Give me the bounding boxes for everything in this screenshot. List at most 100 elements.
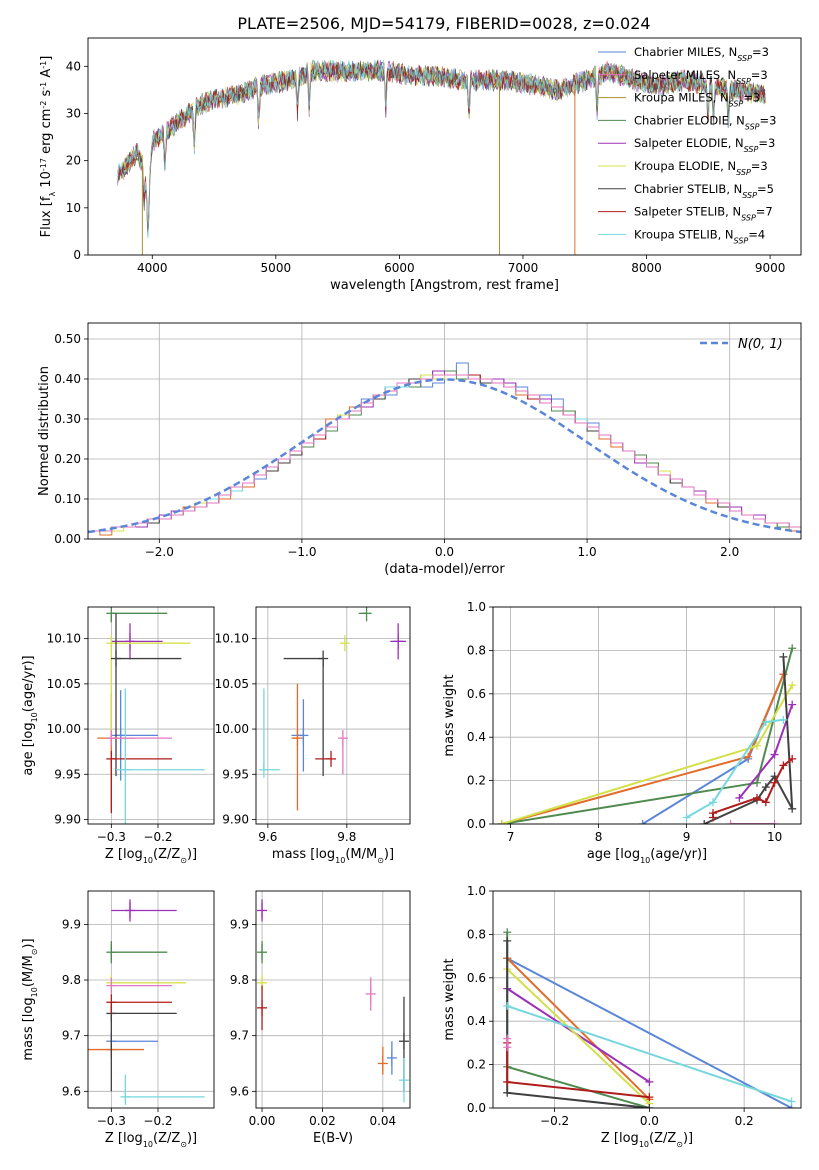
- y-tick-label: 10: [66, 201, 81, 215]
- y-tick-label: 1.0: [467, 600, 486, 614]
- label-part: Chabrier STELIB, N: [634, 182, 742, 196]
- weight-point-marker: [682, 813, 691, 822]
- plot-area: [497, 644, 797, 824]
- weight-series-line: [506, 957, 792, 1108]
- x-axis-label: mass [log10(M/M⊙)]: [272, 847, 394, 865]
- x-tick-label: 6000: [384, 261, 415, 275]
- label-part: log: [620, 847, 640, 862]
- y-tick-label: 0.6: [467, 971, 486, 985]
- y-tick-label: 10.00: [47, 722, 81, 736]
- label-part: SSP: [745, 122, 760, 131]
- label-part: SSP: [737, 54, 752, 63]
- label-part: 10: [30, 987, 39, 997]
- label-part: =3: [751, 68, 768, 82]
- weight-point-marker: [770, 778, 779, 787]
- label-part: A: [39, 69, 54, 82]
- label-part: =3: [751, 159, 768, 173]
- plot-area: [97, 607, 205, 824]
- legend-label: Salpeter ELODIE, NSSP=3: [634, 136, 775, 154]
- plot-area: [117, 59, 766, 255]
- y-tick-label: 9.90: [222, 812, 249, 826]
- y-tick-label: 9.7: [230, 1029, 249, 1043]
- label-part: 10: [39, 171, 54, 192]
- weight-point-marker: [503, 1002, 512, 1011]
- weight-series-line: [506, 1005, 792, 1103]
- y-axis-label: mass weight: [442, 958, 457, 1040]
- axes-frame: [87, 37, 802, 256]
- weight-point-marker: [645, 1077, 654, 1086]
- x-tick-label: 8: [595, 830, 603, 844]
- label-part: =3: [758, 136, 775, 150]
- label-part: age [: [587, 847, 620, 862]
- histogram-series: [88, 374, 801, 532]
- weight-point-marker: [788, 700, 797, 709]
- y-tick-label: 9.8: [62, 973, 81, 987]
- axes-frame: [492, 606, 802, 825]
- x-tick-label: 4000: [137, 261, 168, 275]
- label-part: SSP: [736, 76, 751, 85]
- weight-point-marker: [770, 750, 779, 759]
- label-part: (Z/Z: [153, 1131, 180, 1146]
- panel-mass-vs-EBV: 0.00 0.02 0.04 9.6 9.7 9.8 9.9 E(B-V): [230, 890, 411, 1146]
- x-tick-label: −0.2: [540, 1114, 569, 1128]
- spectrum-line: [117, 59, 766, 229]
- label-part: =4: [748, 227, 765, 241]
- y-tick-label: 9.7: [62, 1029, 81, 1043]
- spectrum-line: [117, 60, 766, 233]
- x-tick-label: 8000: [631, 261, 662, 275]
- plot-area: [503, 928, 796, 1108]
- y-tick-label: 0.8: [467, 643, 486, 657]
- y-tick-label: 10.05: [47, 677, 81, 691]
- weight-series-line: [506, 1042, 650, 1099]
- y-tick-label: 40: [66, 59, 81, 73]
- y-tick-label: 9.6: [62, 1084, 81, 1098]
- label-part: (Z/Z: [153, 847, 180, 862]
- label-part: Salpeter STELIB, N: [634, 205, 741, 219]
- panel-mass-vs-Z: −0.3 −0.29.69.79.89.9Z [log10(Z/Z⊙)]mass …: [21, 890, 215, 1149]
- weight-point-marker: [753, 793, 761, 802]
- y-tick-label: 0.2: [467, 774, 486, 788]
- weight-point-marker: [503, 936, 512, 945]
- weight-point-marker: [645, 1104, 654, 1108]
- label-part: ⊙: [180, 1140, 187, 1149]
- weight-point-marker: [744, 752, 753, 761]
- label-part: =3: [752, 45, 769, 59]
- label-part: )]: [384, 847, 394, 862]
- y-tick-label: 1.0: [467, 884, 486, 898]
- y-tick-label: 0.20: [54, 452, 81, 466]
- label-part: =7: [756, 205, 773, 219]
- legend-label: Salpeter STELIB, NSSP=7: [634, 205, 773, 223]
- label-part: ⊙: [30, 949, 39, 956]
- label-part: SSP: [734, 236, 749, 245]
- x-axis-label: (data-model)/error: [384, 562, 505, 577]
- plot-area: [88, 899, 205, 1105]
- label-part: log: [315, 847, 335, 862]
- x-tick-label: 0.00: [249, 1114, 276, 1128]
- label-part: SSP: [729, 99, 744, 108]
- x-tick-label: 10: [767, 830, 782, 844]
- y-tick-label: 9.95: [54, 767, 81, 781]
- label-part: )]: [187, 847, 197, 862]
- weight-series-line: [506, 968, 651, 1105]
- x-tick-label: 7000: [508, 261, 539, 275]
- label-part: Flux [f: [39, 196, 54, 237]
- x-tick-label: −0.2: [143, 1114, 172, 1128]
- label-part: SSP: [741, 213, 756, 222]
- label-part: 10: [143, 856, 153, 865]
- label-part: E(B-V): [313, 1131, 353, 1146]
- label-part: SSP: [742, 190, 757, 199]
- y-axis-label: Normed distribution: [37, 366, 52, 496]
- x-tick-label: −0.3: [97, 830, 126, 844]
- label-part: ⊙: [180, 856, 187, 865]
- y-tick-label: 0.40: [54, 372, 81, 386]
- label-part: Kroupa MILES, N: [634, 91, 729, 105]
- x-tick-label: 5000: [261, 261, 292, 275]
- x-tick-label: 0.0: [640, 1114, 659, 1128]
- label-part: mass [: [21, 1017, 36, 1060]
- y-axis-label: Flux [fλ 10-17 erg cm-2 s-1 A-1]: [39, 56, 57, 238]
- y-tick-label: 0: [73, 248, 81, 262]
- y-tick-label: 0.50: [54, 332, 81, 346]
- x-tick-label: −0.2: [143, 830, 172, 844]
